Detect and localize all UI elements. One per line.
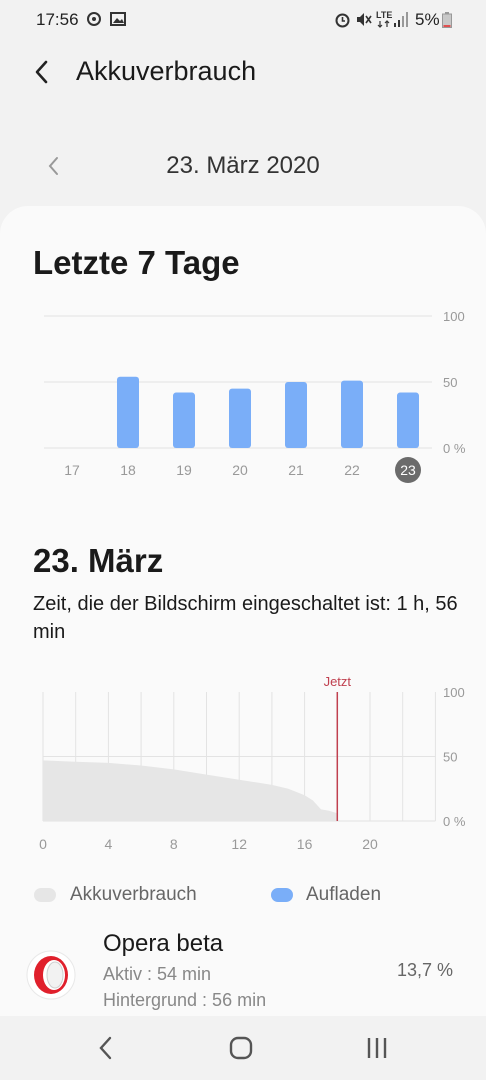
x-tick-label: 19 [176, 462, 192, 478]
y-tick-label: 50 [443, 750, 457, 765]
y-tick-label: 0 % [443, 441, 466, 456]
now-label: Jetzt [324, 674, 352, 689]
x-tick-label: 8 [170, 836, 178, 852]
date-label: 23. März 2020 [166, 152, 320, 179]
app-name: Opera beta [103, 930, 224, 957]
charging-swatch [271, 888, 293, 902]
app-background-time: Hintergrund : 56 min [103, 990, 267, 1010]
daily-usage-chart: Jetzt 100 50 0 % 0 4 8 12 16 20 [39, 674, 466, 852]
x-tick-label: 22 [344, 462, 360, 478]
image-icon [110, 11, 126, 32]
navigation-bar [0, 1016, 486, 1080]
x-tick-label: 12 [231, 836, 247, 852]
bar-18 [117, 376, 139, 448]
app-active-time: Aktiv : 54 min [103, 964, 212, 984]
bar-19 [173, 392, 195, 448]
battery-percent: 5% [415, 10, 440, 29]
charging-legend-label: Aufladen [306, 884, 382, 905]
lte-icon: LTE [376, 9, 392, 34]
y-tick-label: 0 % [443, 814, 466, 829]
mute-icon [355, 11, 372, 33]
usage-area [43, 760, 338, 821]
chart-legend: Akkuverbrauch Aufladen [0, 880, 486, 910]
bar-21 [285, 382, 307, 448]
x-tick-label: 0 [39, 836, 47, 852]
usage-card: Letzte 7 Tage 100 50 0 % 17 18 19 20 21 22 23 23.… [0, 206, 486, 1016]
status-time: 17:56 [36, 10, 79, 29]
alarm-icon [334, 11, 351, 33]
y-tick-label: 50 [443, 375, 457, 390]
app-usage-percent: 13,7 % [396, 960, 453, 980]
battery-icon [442, 12, 452, 33]
screen-time-text: Zeit, die der Bildschirm eingeschaltet i… [33, 593, 458, 643]
usage-legend-label: Akkuverbrauch [70, 884, 197, 905]
opera-icon [26, 950, 76, 1000]
x-tick-label: 20 [232, 462, 248, 478]
back-nav-icon[interactable] [88, 1032, 124, 1064]
bar-22 [341, 380, 363, 448]
date-navigation: 23. März 2020 [0, 140, 486, 192]
recents-icon[interactable] [359, 1032, 395, 1064]
home-icon[interactable] [223, 1032, 259, 1064]
x-tick-label: 21 [288, 462, 304, 478]
x-tick-label: 20 [362, 836, 378, 852]
lte-text: LTE [376, 10, 392, 20]
page-title: Akkuverbrauch [76, 56, 257, 86]
chevron-left-icon[interactable] [40, 152, 68, 180]
x-tick-label: 18 [120, 462, 136, 478]
x-tick-label: 23 [400, 462, 416, 478]
signal-icon [394, 11, 408, 32]
selected-day-marker [395, 457, 421, 483]
y-tick-label: 100 [443, 309, 465, 324]
usage-swatch [34, 888, 56, 902]
app-list-item[interactable]: Opera beta Aktiv : 54 min Hintergrund : … [0, 926, 486, 1016]
sync-icon [86, 11, 102, 32]
status-bar: 17:56 LTE 5% [0, 0, 486, 40]
weekly-bar-chart: 100 50 0 % 17 18 19 20 21 22 23 [44, 309, 466, 483]
weekly-title: Letzte 7 Tage [33, 244, 240, 281]
header: Akkuverbrauch [0, 44, 486, 104]
x-tick-label: 16 [297, 836, 313, 852]
y-tick-label: 100 [443, 685, 465, 700]
x-tick-label: 17 [64, 462, 80, 478]
x-tick-label: 4 [105, 836, 113, 852]
day-title: 23. März [33, 542, 164, 579]
back-arrow-icon[interactable] [28, 54, 60, 90]
bar-20 [229, 388, 251, 448]
bar-23 [397, 392, 419, 448]
